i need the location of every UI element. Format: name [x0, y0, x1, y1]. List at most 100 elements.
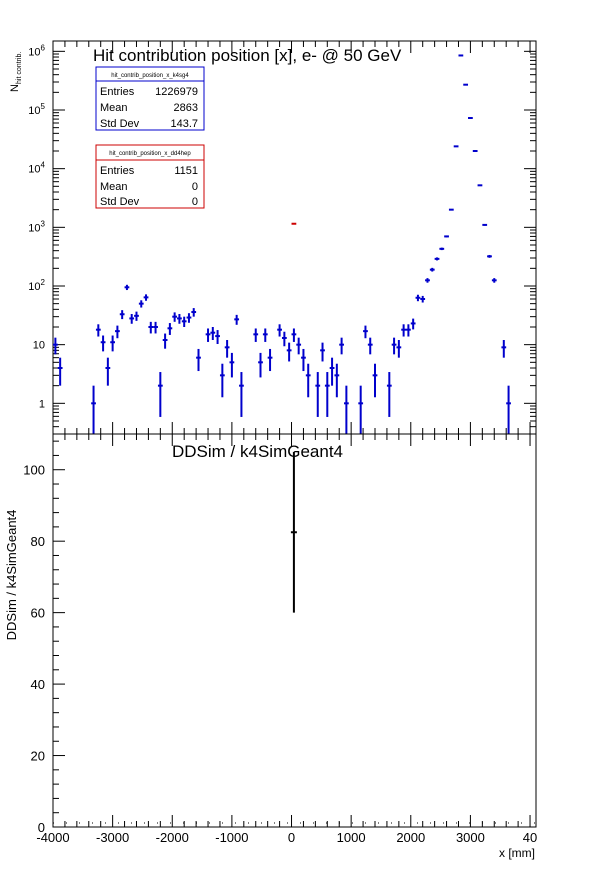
data-point-k4sg4: [334, 363, 340, 398]
top-y-tick-exp: 3: [41, 219, 46, 228]
data-point-k4sg4: [482, 223, 488, 226]
bottom-ylabel: DDSim / k4SimGeant4: [4, 510, 19, 641]
data-point-k4sg4: [296, 337, 302, 355]
data-point-k4sg4: [396, 340, 402, 358]
stats-k4sg4-mean-label: Mean: [100, 102, 128, 114]
stats-dd4hep-mean-value: 0: [192, 181, 198, 193]
data-point-k4sg4: [215, 330, 220, 345]
top-y-tick-exp: 2: [41, 278, 46, 287]
top-data-points: [53, 54, 511, 434]
top-ylabel-main: N: [9, 84, 21, 92]
top-ylabel: N hit contrib.: [9, 52, 23, 92]
x-tick-label: -1000: [215, 830, 248, 845]
data-point-k4sg4: [205, 328, 211, 342]
x-tick-label: -4000: [36, 830, 69, 845]
x-tick-label: -2000: [156, 830, 189, 845]
data-point-k4sg4: [367, 337, 373, 355]
x-tick-label: 40: [523, 830, 537, 845]
stats-box-k4sg4: hit_contrib_position_x_k4sg4 Entries 122…: [95, 66, 205, 131]
data-point-k4sg4: [219, 363, 225, 398]
data-point-k4sg4: [196, 348, 201, 372]
bottom-frame: [52, 433, 537, 828]
bottom-y-tick-label: 40: [31, 677, 45, 692]
bottom-pad: DDSim / k4SimGeant4 DDSim / k4SimGeant4 …: [4, 433, 537, 860]
ratio-point: [290, 451, 297, 613]
bottom-y-tick-label: 60: [31, 606, 45, 621]
top-y-tick-label: 103: [28, 219, 45, 234]
top-x-axis: [52, 41, 531, 434]
stats-box-dd4hep: hit_contrib_position_x_dd4hep Entries 11…: [95, 144, 205, 209]
top-y-tick-base: 10: [28, 222, 40, 234]
bottom-data-points: [290, 451, 297, 613]
data-point-k4sg4: [153, 321, 158, 334]
data-point-k4sg4: [143, 294, 149, 301]
data-point-k4sg4: [343, 385, 349, 434]
data-point-k4sg4: [281, 331, 287, 347]
data-point-k4sg4: [506, 385, 511, 434]
data-point-k4sg4: [444, 235, 449, 238]
data-point-k4sg4: [477, 184, 483, 187]
data-point-k4sg4: [320, 342, 325, 362]
top-y-tick-exp: 4: [41, 161, 46, 170]
data-point-k4sg4: [234, 314, 240, 325]
data-point-k4sg4: [253, 328, 259, 342]
data-point-k4sg4: [177, 314, 182, 324]
data-point-k4sg4: [420, 295, 426, 303]
data-point-k4sg4: [157, 372, 163, 417]
data-point-k4sg4: [267, 348, 273, 372]
data-point-k4sg4: [53, 337, 58, 355]
top-y-tick-label: 106: [28, 43, 45, 58]
data-point-k4sg4: [262, 328, 268, 342]
data-point-k4sg4: [57, 357, 63, 386]
stats-box-k4sg4-name: hit_contrib_position_x_k4sg4: [111, 73, 189, 79]
data-point-k4sg4: [239, 372, 244, 417]
data-point-k4sg4: [191, 308, 197, 317]
data-point-k4sg4: [491, 278, 497, 283]
data-point-k4sg4: [286, 342, 292, 362]
top-y-tick-label: 104: [28, 161, 45, 176]
bottom-y-tick-label: 20: [31, 749, 45, 764]
data-point-k4sg4: [386, 372, 392, 417]
top-y-tick-base: 10: [28, 281, 40, 293]
top-y-tick-label: 10: [33, 340, 45, 352]
data-point-k4sg4: [501, 340, 507, 358]
data-point-k4sg4: [110, 335, 116, 352]
data-point-k4sg4: [258, 352, 263, 378]
stats-dd4hep-entries-label: Entries: [100, 165, 135, 177]
data-point-k4sg4: [339, 337, 344, 355]
data-point-k4sg4: [329, 357, 335, 386]
stats-k4sg4-entries-label: Entries: [100, 86, 135, 98]
stats-dd4hep-stddev-value: 0: [192, 196, 198, 208]
data-point-k4sg4: [224, 340, 230, 358]
top-y-tick-label: 105: [28, 102, 45, 117]
data-point-k4sg4: [100, 335, 106, 352]
top-y-tick-base: 10: [28, 46, 40, 58]
data-point-k4sg4: [148, 321, 154, 334]
data-point-k4sg4: [434, 257, 440, 261]
top-y-tick-exp: 5: [41, 102, 46, 111]
data-point-k4sg4: [181, 316, 187, 327]
stats-box-dd4hep-name: hit_contrib_position_x_dd4hep: [109, 151, 191, 157]
x-tick-label: -3000: [96, 830, 129, 845]
stats-k4sg4-stddev-value: 143.7: [170, 118, 198, 130]
x-tick-label: 0: [288, 830, 295, 845]
data-point-k4sg4: [291, 328, 297, 342]
data-point-k4sg4: [138, 300, 144, 308]
x-tick-label: 1000: [337, 830, 366, 845]
data-point-k4sg4: [115, 325, 120, 339]
data-point-k4sg4: [91, 385, 96, 434]
data-point-k4sg4: [210, 326, 216, 341]
top-y-tick-label: 1: [39, 398, 45, 410]
data-point-k4sg4: [167, 323, 173, 335]
data-point-k4sg4: [425, 278, 430, 283]
data-point-k4sg4: [134, 311, 139, 321]
data-point-k4sg4: [277, 324, 282, 337]
stats-k4sg4-entries-value: 1226979: [155, 86, 198, 98]
bottom-y-tick-label: 80: [31, 534, 45, 549]
stats-k4sg4-stddev-label: Std Dev: [100, 118, 140, 130]
bottom-y-tick-label: 100: [23, 463, 45, 478]
bottom-title: DDSim / k4SimGeant4: [172, 442, 343, 461]
data-point-k4sg4: [324, 372, 330, 417]
data-point-k4sg4: [186, 313, 192, 323]
top-y-tick-exp: 6: [41, 43, 46, 52]
